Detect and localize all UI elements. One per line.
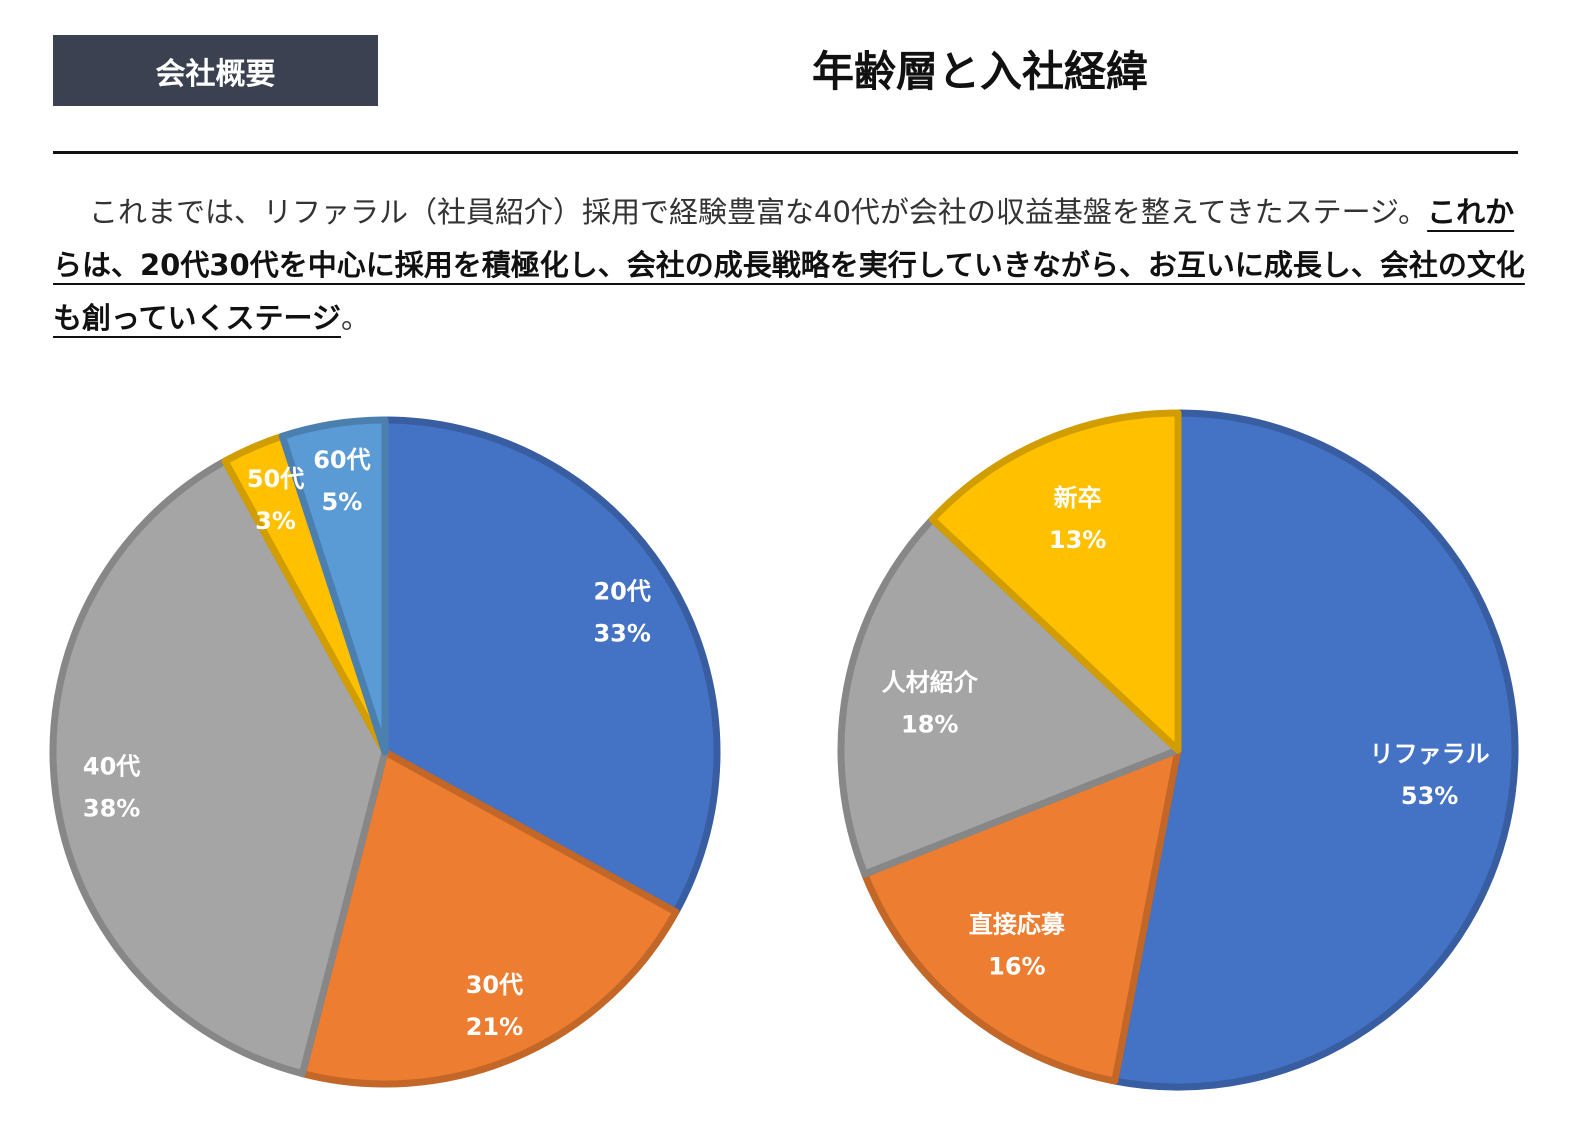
section-tag-label: 会社概要: [155, 56, 276, 92]
slice-percent-label: 33%: [593, 620, 650, 648]
slice-category-label: 30代: [466, 971, 523, 999]
slice-category-label: 60代: [313, 446, 370, 474]
slice-percent-label: 16%: [988, 953, 1045, 981]
pie-slice: [49, 457, 389, 1078]
slice-category-label: 新卒: [1054, 484, 1102, 512]
slice-percent-label: 3%: [255, 507, 296, 535]
slice-category-label: 直接応募: [969, 911, 1066, 939]
slice-percent-label: 5%: [322, 488, 363, 516]
slice-category-label: 20代: [593, 578, 650, 606]
pie-slice: [278, 416, 389, 756]
divider: [53, 151, 1518, 154]
pie-slice: [381, 416, 721, 916]
paragraph-emphasis: これからは、20代30代を中心に採用を積極化し、会社の成長戦略を実行していきなが…: [53, 195, 1525, 335]
slice-category-label: 40代: [83, 753, 140, 781]
paragraph-normal: これまでは、リファラル（社員紹介）採用で経験豊富な40代が会社の収益基盤を整えて…: [89, 195, 1428, 229]
pie-slice: [1111, 409, 1519, 1091]
description-paragraph: これまでは、リファラル（社員紹介）採用で経験豊富な40代が会社の収益基盤を整えて…: [53, 186, 1543, 345]
paragraph-end: 。: [340, 301, 370, 335]
slice-category-label: 50代: [247, 465, 304, 493]
section-tag: 会社概要: [53, 35, 378, 106]
slice-percent-label: 18%: [901, 711, 958, 739]
slice-percent-label: 21%: [466, 1013, 523, 1041]
slice-percent-label: 13%: [1049, 526, 1106, 554]
route-pie: リファラル 53% 直接応募 16% 人材紹介 18% 新卒 13%: [837, 409, 1519, 1091]
age-pie: 20代 33% 30代 21% 40代 38% 50代 3% 60代 5%: [49, 416, 721, 1088]
pie-slice: [837, 515, 1182, 878]
pie-slice: [298, 748, 680, 1088]
slice-category-label: リファラル: [1370, 740, 1490, 768]
page-title: 年齢層と入社経緯: [811, 47, 1148, 96]
pie-slice: [928, 409, 1182, 754]
pie-slice: [861, 746, 1182, 1085]
slice-category-label: 人材紹介: [882, 669, 979, 697]
slice-percent-label: 53%: [1401, 782, 1458, 810]
slice-percent-label: 38%: [83, 795, 140, 823]
